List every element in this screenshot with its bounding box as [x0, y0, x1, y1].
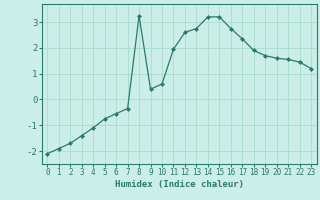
X-axis label: Humidex (Indice chaleur): Humidex (Indice chaleur): [115, 180, 244, 189]
